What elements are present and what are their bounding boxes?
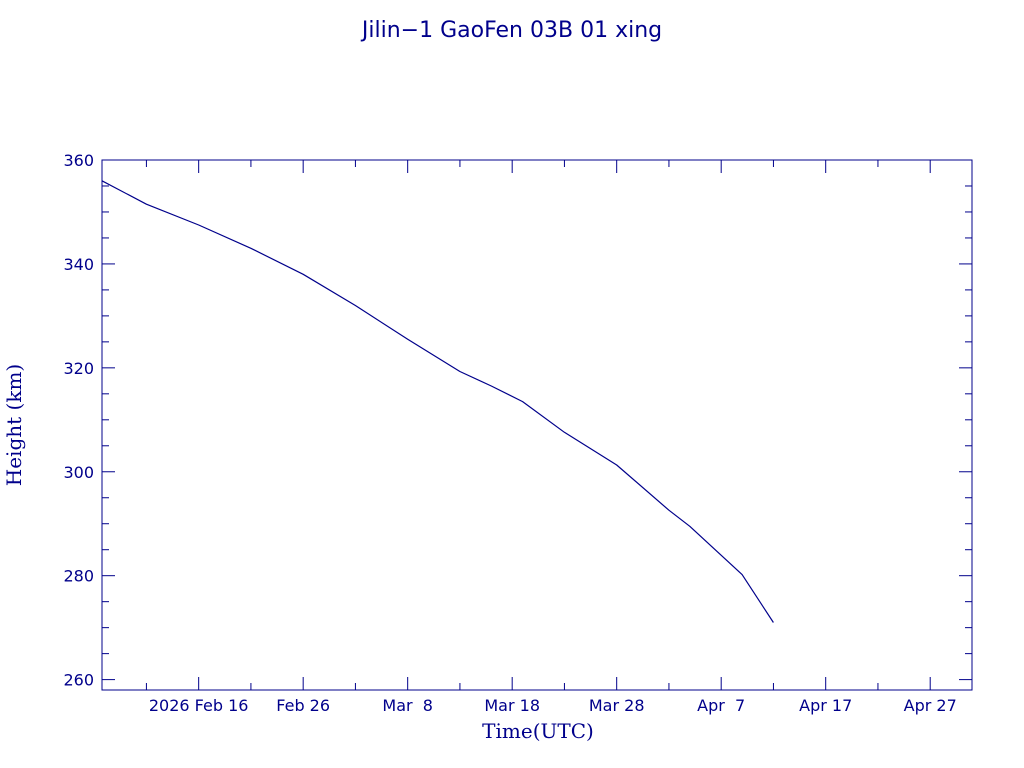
x-tick-label: Mar 28: [589, 696, 645, 715]
y-tick-label: 300: [63, 463, 94, 482]
height-series-line: [101, 180, 774, 623]
x-tick-label: Apr 27: [904, 696, 957, 715]
x-tick-label: Apr 17: [799, 696, 852, 715]
x-axis: 2026 Feb 16 Feb 26 Mar 8 Mar 18 Mar 28 Apr 7 A…: [145, 160, 957, 715]
x-axis-label: Time(UTC): [482, 719, 594, 743]
x-tick-label: Mar 8: [382, 696, 433, 715]
plot-frame: [101, 159, 973, 691]
y-axis-label: Height (km): [2, 364, 26, 486]
y-tick-label: 260: [63, 671, 94, 690]
y-tick-label: 320: [63, 359, 94, 378]
chart-title: Jilin−1 GaoFen 03B 01 xing: [360, 18, 662, 43]
y-tick-label: 360: [63, 151, 94, 170]
y-axis: 260 280 300 320 340 360: [63, 151, 972, 690]
x-tick-label: 2026 Feb 16: [149, 696, 249, 715]
x-tick-label: Mar 18: [484, 696, 540, 715]
y-tick-label: 280: [63, 567, 94, 586]
y-tick-label: 340: [63, 255, 94, 274]
series-layer: [101, 180, 774, 623]
x-tick-label: Feb 26: [276, 696, 330, 715]
x-tick-label: Apr 7: [697, 696, 745, 715]
